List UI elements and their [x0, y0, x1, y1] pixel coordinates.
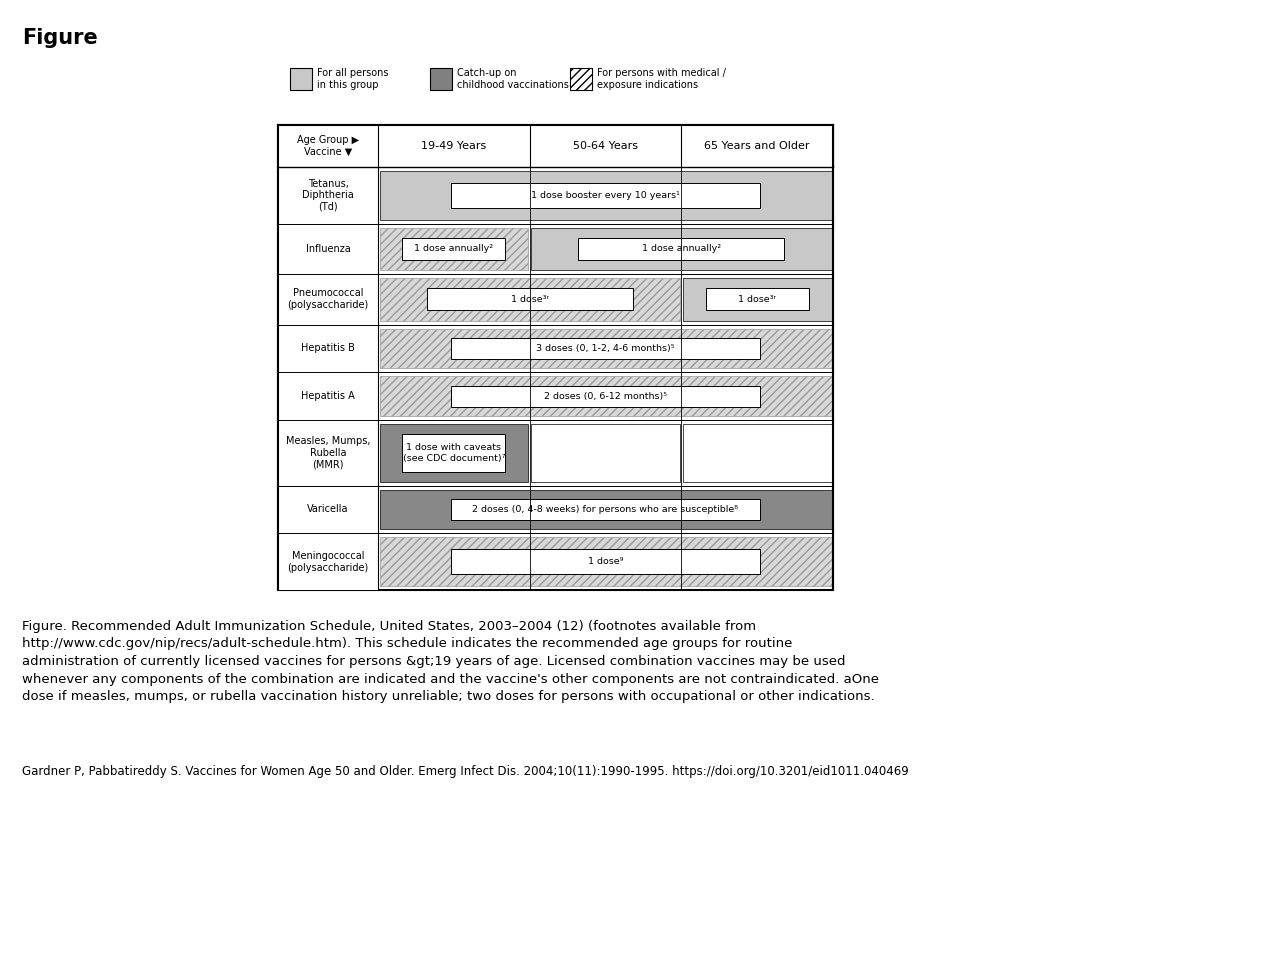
Bar [682, 278, 832, 321]
Bar [402, 434, 506, 471]
Bar [379, 278, 680, 321]
Text: 1 dose with caveats
(see CDC document)⁷: 1 dose with caveats (see CDC document)⁷ [403, 444, 506, 463]
Text: Age Group ▶
Vaccine ▼: Age Group ▶ Vaccine ▼ [297, 135, 360, 156]
Bar [278, 224, 378, 274]
Text: Gardner P, Pabbatireddy S. Vaccines for Women Age 50 and Older. Emerg Infect Dis: Gardner P, Pabbatireddy S. Vaccines for … [22, 765, 909, 778]
Text: 3 doses (0, 1-2, 4-6 months)⁵: 3 doses (0, 1-2, 4-6 months)⁵ [536, 344, 675, 353]
Text: 2 doses (0, 4-8 weeks) for persons who are susceptible⁸: 2 doses (0, 4-8 weeks) for persons who a… [472, 505, 739, 514]
Bar [291, 68, 312, 90]
Bar [451, 338, 760, 359]
Text: Figure. Recommended Adult Immunization Schedule, United States, 2003–2004 (12) (: Figure. Recommended Adult Immunization S… [22, 620, 879, 703]
Text: 1 dose³ʳ: 1 dose³ʳ [739, 295, 776, 303]
Text: 1 dose annually²: 1 dose annually² [415, 244, 493, 253]
Bar [278, 372, 378, 420]
Text: 1 dose³ʳ: 1 dose³ʳ [511, 295, 549, 303]
Bar [278, 274, 378, 324]
Text: Pneumococcal
(polysaccharide): Pneumococcal (polysaccharide) [288, 289, 369, 310]
Text: 50-64 Years: 50-64 Years [573, 141, 637, 151]
Bar [278, 486, 378, 534]
Bar [430, 68, 452, 90]
Bar [451, 386, 760, 407]
Text: Varicella: Varicella [307, 505, 348, 515]
Text: For persons with medical /
exposure indications: For persons with medical / exposure indi… [596, 68, 726, 90]
Bar [278, 125, 833, 590]
Bar [682, 424, 832, 482]
Bar [278, 534, 378, 590]
Bar [278, 167, 378, 224]
Text: Figure: Figure [22, 28, 97, 48]
Text: Meningococcal
(polysaccharide): Meningococcal (polysaccharide) [288, 551, 369, 572]
Text: Hepatitis B: Hepatitis B [301, 344, 355, 353]
Text: Catch-up on
childhood vaccinations: Catch-up on childhood vaccinations [457, 68, 568, 90]
Text: 65 Years and Older: 65 Years and Older [704, 141, 810, 151]
Bar [379, 424, 529, 482]
Text: 1 dose annually²: 1 dose annually² [641, 244, 721, 253]
Bar [579, 238, 785, 260]
Bar [705, 288, 809, 310]
Bar [402, 238, 506, 260]
Bar [379, 490, 832, 529]
Bar [531, 228, 832, 270]
Text: 1 dose⁹: 1 dose⁹ [588, 557, 623, 566]
Bar [379, 328, 832, 369]
Bar [451, 549, 760, 574]
Text: Influenza: Influenza [306, 244, 351, 253]
Bar [451, 182, 760, 208]
Bar [379, 376, 832, 417]
Bar [570, 68, 591, 90]
Text: For all persons
in this group: For all persons in this group [317, 68, 389, 90]
Text: Measles, Mumps,
Rubella
(MMR): Measles, Mumps, Rubella (MMR) [285, 436, 370, 469]
Bar [426, 288, 632, 310]
Text: 2 doses (0, 6-12 months)⁵: 2 doses (0, 6-12 months)⁵ [544, 392, 667, 401]
Bar [379, 228, 529, 270]
Bar [278, 420, 378, 486]
Bar [379, 538, 832, 586]
Bar [278, 125, 833, 167]
Text: Tetanus,
Diphtheria
(Td): Tetanus, Diphtheria (Td) [302, 179, 353, 212]
Text: 19-49 Years: 19-49 Years [421, 141, 486, 151]
Bar [278, 324, 378, 372]
Bar [379, 171, 832, 220]
Text: Hepatitis A: Hepatitis A [301, 392, 355, 401]
Text: 1 dose booster every 10 years¹: 1 dose booster every 10 years¹ [531, 191, 680, 200]
Bar [451, 499, 760, 520]
Bar [531, 424, 680, 482]
